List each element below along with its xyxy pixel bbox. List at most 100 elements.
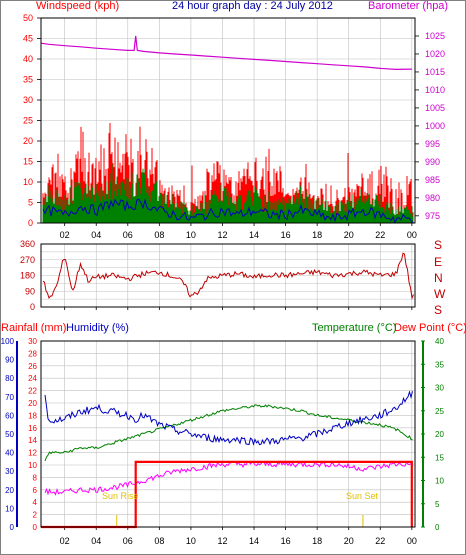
baro-ytick-label: 980 (425, 193, 440, 203)
direction-ytick-label: 0 (30, 302, 35, 312)
rain-ytick-label: 2 (33, 511, 38, 520)
direction-ytick-label: 270 (20, 255, 35, 265)
wind-xtick-label: 16 (281, 230, 291, 240)
direction-letter-e: E (434, 255, 442, 269)
wind-xtick-label: 12 (217, 230, 227, 240)
wind-ytick-label: 5 (28, 198, 33, 208)
wind-ytick-label: 35 (23, 75, 33, 85)
humidity-ytick-label: 80 (5, 374, 14, 383)
sun-rise-label: Sun Rise (102, 491, 139, 501)
wind-ytick-label: 0 (28, 218, 33, 228)
wind-ytick-label: 40 (23, 54, 33, 64)
humidity-ytick-label: 30 (5, 467, 14, 476)
direction-letter-s-bottom: S (434, 303, 442, 317)
rain-ytick-label: 10 (28, 461, 37, 470)
temp-ytick-label: 35 (435, 360, 444, 369)
direction-letter-n: N (434, 271, 443, 285)
rain-ytick-label: 4 (33, 498, 38, 507)
rain-ytick-label: 30 (28, 337, 37, 346)
temperature-line (44, 404, 413, 462)
temp-xtick-label: 02 (60, 536, 70, 546)
wind-ytick-label: 15 (23, 157, 33, 167)
barometer-label: Barometer (hpa) (368, 0, 448, 12)
baro-ytick-label: 1015 (425, 67, 445, 77)
humidity-ytick-label: 50 (5, 430, 14, 439)
wind-xtick-label: 22 (375, 230, 385, 240)
wind-ytick-label: 30 (23, 95, 33, 105)
humidity-label: Humidity (%) (66, 322, 129, 334)
temp-ytick-label: 30 (435, 384, 444, 393)
wind-xtick-label: 06 (123, 230, 133, 240)
rain-ytick-label: 24 (28, 374, 37, 383)
graph-title: 24 hour graph day : 24 July 2012 (172, 0, 333, 12)
temp-ytick-label: 15 (435, 453, 444, 462)
barometer-line (40, 35, 412, 71)
rain-ytick-label: 0 (33, 523, 38, 532)
wind-ytick-label: 20 (23, 136, 33, 146)
baro-ytick-label: 1010 (425, 85, 445, 95)
temp-xtick-label: 08 (154, 536, 164, 546)
baro-ytick-label: 985 (425, 175, 440, 185)
rain-ytick-label: 14 (28, 436, 37, 445)
temp-xtick-label: 22 (375, 536, 385, 546)
rain-ytick-label: 18 (28, 411, 37, 420)
temp-xtick-label: 14 (249, 536, 259, 546)
baro-ytick-label: 995 (425, 139, 440, 149)
baro-ytick-label: 1020 (425, 49, 445, 59)
direction-frame (40, 243, 416, 308)
temp-xtick-label: 00 (407, 536, 417, 546)
rain-ytick-label: 8 (33, 473, 38, 482)
dewpoint-label: Dew Point (°C) (394, 322, 466, 334)
temp-ytick-label: 0 (435, 523, 440, 532)
wind-xtick-label: 20 (344, 230, 354, 240)
humidity-line (44, 390, 413, 446)
rain-ytick-label: 28 (28, 349, 37, 358)
baro-ytick-label: 1025 (425, 31, 445, 41)
wind-barometer-panel: 0510152025303540455097598098599099510001… (23, 13, 445, 240)
wind-xtick-label: 18 (312, 230, 322, 240)
wind-frame (40, 17, 416, 224)
humidity-ytick-label: 20 (5, 486, 14, 495)
direction-ytick-label: 180 (20, 271, 35, 281)
rain-ytick-label: 16 (28, 424, 37, 433)
wind-direction-line (42, 252, 414, 300)
temp-xtick-label: 04 (91, 536, 101, 546)
temp-xtick-label: 10 (186, 536, 196, 546)
wind-label: Windspeed (kph) (36, 0, 119, 12)
wind-xtick-label: 10 (186, 230, 196, 240)
wind-xtick-label: 04 (91, 230, 101, 240)
humidity-ytick-label: 10 (5, 504, 14, 513)
wind-average-line (42, 198, 414, 224)
rain-ytick-label: 26 (28, 362, 37, 371)
wind-direction-panel: 0 90 180 270 360 (20, 239, 416, 312)
temp-ytick-label: 10 (435, 477, 444, 486)
temp-ytick-label: 25 (435, 407, 444, 416)
wind-xtick-label: 14 (249, 230, 259, 240)
wind-xtick-label: 00 (407, 230, 417, 240)
temp-xtick-label: 06 (123, 536, 133, 546)
rain-ytick-label: 20 (28, 399, 37, 408)
humidity-ytick-label: 90 (5, 356, 14, 365)
wind-xtick-label: 08 (154, 230, 164, 240)
wind-ytick-label: 10 (23, 177, 33, 187)
rain-ytick-label: 6 (33, 486, 38, 495)
baro-ytick-label: 975 (425, 211, 440, 221)
temp-ytick-label: 5 (435, 500, 440, 509)
direction-letter-s-top: S (434, 238, 442, 252)
wind-ytick-label: 45 (23, 34, 33, 44)
wind-ytick-label: 50 (23, 13, 33, 23)
direction-ytick-label: 90 (25, 286, 35, 296)
baro-ytick-label: 1005 (425, 103, 445, 113)
wind-ytick-label: 25 (23, 116, 33, 126)
humidity-ytick-label: 40 (5, 449, 14, 458)
rain-ytick-label: 22 (28, 387, 37, 396)
sun-set-label: Sun Set (346, 491, 379, 501)
baro-ytick-label: 1000 (425, 121, 445, 131)
dewpoint-line (44, 460, 413, 496)
temp-xtick-label: 16 (281, 536, 291, 546)
direction-letter-w: W (434, 287, 446, 301)
temp-xtick-label: 20 (344, 536, 354, 546)
temp-ytick-label: 40 (435, 337, 444, 346)
